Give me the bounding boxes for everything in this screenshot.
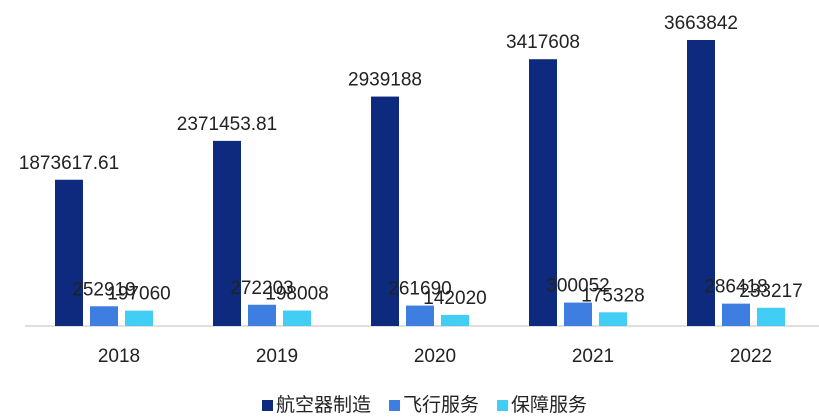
- bar: [283, 310, 311, 326]
- data-label: 300052: [546, 276, 609, 297]
- data-label: 197060: [107, 284, 170, 305]
- data-label: 272203: [230, 278, 293, 299]
- x-tick-label: 2022: [730, 346, 772, 367]
- bar: [599, 312, 627, 326]
- legend-swatch: [497, 400, 509, 411]
- data-label: 198008: [265, 284, 328, 305]
- bar: [90, 306, 118, 326]
- bar: [55, 179, 83, 326]
- legend-swatch: [389, 400, 401, 411]
- legend-label: 飞行服务: [403, 394, 479, 416]
- data-label: 233217: [739, 281, 802, 302]
- x-tick-label: 2020: [414, 346, 456, 367]
- data-label: 3417608: [506, 32, 580, 53]
- data-label: 2371453.81: [177, 114, 277, 135]
- bar: [722, 303, 750, 326]
- bar: [687, 40, 715, 326]
- bar: [371, 96, 399, 326]
- data-label: 2939188: [348, 70, 422, 91]
- data-label: 142020: [423, 288, 486, 309]
- bar: [248, 304, 276, 326]
- data-label: 3663842: [664, 13, 738, 34]
- bar: [406, 305, 434, 326]
- data-label: 175328: [581, 285, 644, 306]
- bar: [757, 307, 785, 326]
- bar: [529, 59, 557, 326]
- data-label: 286418: [704, 277, 767, 298]
- data-label: 1873617.61: [19, 153, 119, 174]
- bar: [125, 310, 153, 326]
- legend-label: 航空器制造: [276, 394, 371, 416]
- legend-swatch: [262, 400, 273, 411]
- data-label: 252919: [72, 279, 135, 300]
- bar: [213, 140, 241, 326]
- legend-label: 保障服务: [511, 394, 587, 416]
- data-label: 261690: [388, 279, 451, 300]
- x-tick-label: 2019: [256, 346, 298, 367]
- x-tick-label: 2021: [572, 346, 614, 367]
- bar: [441, 314, 469, 326]
- bar: [564, 302, 592, 326]
- x-tick-label: 2018: [98, 346, 140, 367]
